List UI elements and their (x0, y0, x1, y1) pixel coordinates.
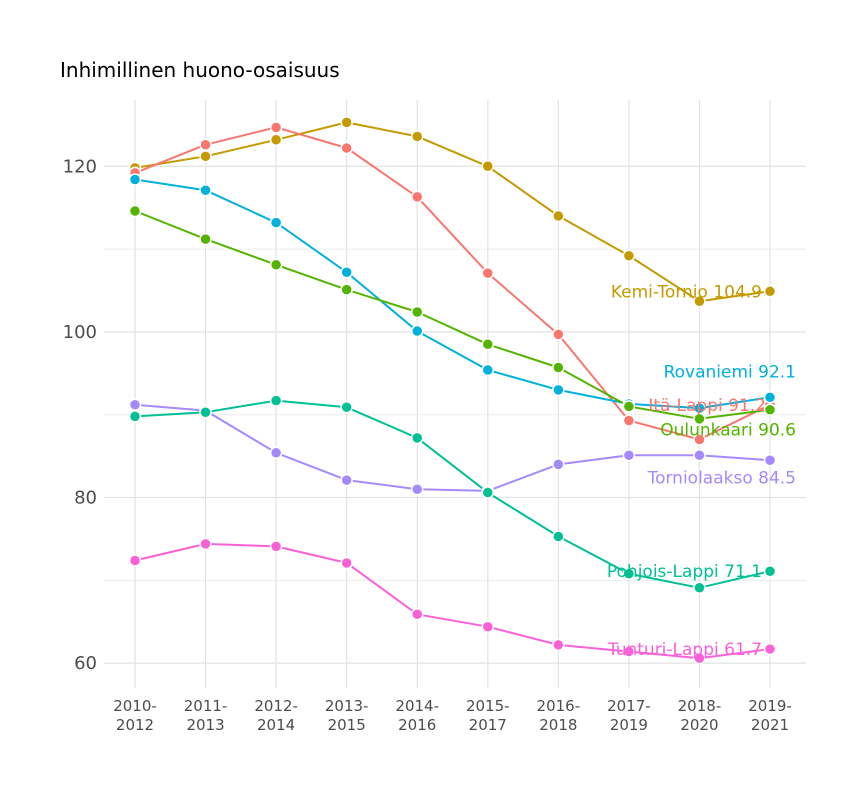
data-point (410, 324, 424, 338)
data-point (410, 608, 424, 621)
data-point (128, 398, 142, 412)
data-point (199, 150, 212, 163)
data-point (340, 556, 353, 570)
x-tick-label: 2019-2021 (748, 697, 792, 734)
y-tick-label: 100 (63, 322, 97, 343)
data-point (128, 204, 142, 218)
data-point (340, 266, 353, 279)
data-point (340, 401, 353, 414)
data-point (410, 431, 424, 445)
series-line (134, 210, 771, 420)
data-point (199, 138, 212, 151)
data-point (763, 391, 777, 404)
data-point (552, 638, 565, 652)
data-point (622, 400, 636, 413)
data-point (269, 121, 283, 134)
series-line (134, 126, 771, 441)
data-point (410, 305, 424, 319)
series-line (134, 121, 771, 303)
x-tick-label: 2014-2016 (395, 697, 439, 734)
data-point (269, 446, 283, 460)
data-point (340, 141, 353, 155)
series-line (134, 178, 771, 410)
data-point (622, 645, 636, 658)
series-end-label: Torniolaakso 84.5 (647, 468, 796, 488)
data-point (269, 258, 283, 272)
data-point (693, 449, 706, 462)
series-end-label: Oulunkaari 90.6 (660, 421, 796, 441)
chart-title: Inhimillinen huono-osaisuus (60, 58, 340, 82)
x-tick-label: 2017-2019 (607, 697, 651, 734)
data-point (128, 173, 142, 186)
x-tick-label: 2018-2020 (678, 697, 722, 734)
data-point (481, 363, 495, 377)
data-point (693, 581, 706, 595)
data-point (763, 285, 777, 298)
data-point (269, 394, 283, 407)
series-end-label: Itä-Lappi 91.2 (648, 396, 766, 416)
data-point (763, 642, 777, 656)
data-point (622, 567, 636, 580)
data-point (340, 473, 353, 487)
data-point (481, 338, 495, 351)
data-point (199, 232, 212, 246)
data-point (552, 328, 565, 341)
data-point (410, 190, 424, 204)
data-point (552, 209, 565, 223)
x-axis-ticks: 2010-2012 2011-2013 2012-2014 2013-2015 2014… (113, 697, 792, 734)
data-point (128, 410, 142, 423)
x-tick-label: 2011-2013 (184, 697, 228, 734)
data-point (199, 537, 212, 551)
data-point (552, 530, 565, 543)
x-tick-label: 2010-2012 (113, 697, 157, 734)
x-tick-label: 2016-2018 (537, 697, 581, 734)
series-line (134, 542, 771, 660)
data-point (128, 554, 142, 567)
data-point (622, 449, 636, 462)
x-tick-label: 2012-2014 (254, 697, 298, 734)
series-line (134, 399, 771, 589)
data-point (199, 405, 212, 419)
data-point (269, 216, 283, 229)
data-point (269, 540, 283, 553)
data-point (693, 433, 706, 446)
y-tick-label: 60 (74, 653, 97, 674)
x-tick-label: 2013-2015 (325, 697, 369, 734)
series-end-label: Pohjois-Lappi 71.1 (607, 562, 762, 582)
series-end-label: Tunturi-Lappi 61.7 (607, 640, 762, 660)
data-point (481, 486, 495, 499)
y-tick-label: 80 (74, 488, 97, 509)
data-point (763, 564, 777, 578)
series-end-label: Rovaniemi 92.1 (664, 362, 796, 382)
data-point (622, 249, 636, 262)
data-point (763, 454, 777, 467)
data-point (199, 184, 212, 197)
data-point (269, 133, 283, 147)
y-axis-ticks: 60 80 100 120 (63, 156, 97, 674)
series-line (134, 403, 771, 492)
series-points (128, 116, 777, 665)
data-point (622, 414, 636, 427)
data-point (410, 482, 424, 496)
data-point (552, 361, 565, 374)
data-point (693, 412, 706, 426)
x-tick-label: 2015-2017 (466, 697, 510, 734)
series-labels: Kemi-Tornio 104.9 Itä-Lappi 91.2 Rovaniemi… (607, 282, 796, 660)
data-point (552, 383, 565, 397)
data-point (693, 294, 706, 308)
data-point (481, 620, 495, 633)
series-lines (134, 121, 771, 660)
y-tick-label: 120 (63, 156, 97, 177)
data-point (481, 160, 495, 173)
data-point (340, 116, 353, 129)
data-point (481, 266, 495, 280)
data-point (340, 283, 353, 296)
data-point (410, 130, 424, 143)
data-point (693, 651, 706, 665)
data-point (763, 403, 777, 416)
data-point (552, 458, 565, 471)
series-end-label: Kemi-Tornio 104.9 (611, 282, 762, 302)
